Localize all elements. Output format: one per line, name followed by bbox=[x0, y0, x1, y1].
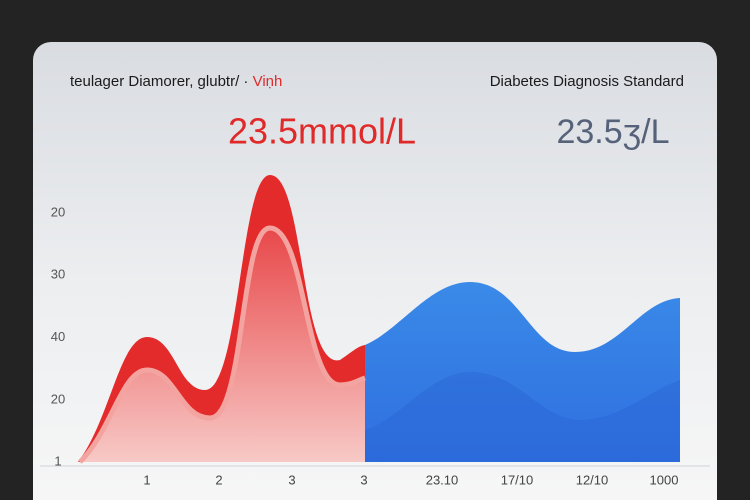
x-label: 12/10 bbox=[576, 472, 609, 487]
right-title: Diabetes Diagnosis Standard bbox=[490, 73, 684, 90]
x-label: 2 bbox=[215, 472, 222, 487]
x-label: 17/10 bbox=[501, 472, 534, 487]
y-label: 40 bbox=[51, 329, 65, 344]
left-reading: 23.5mmol/L bbox=[228, 111, 416, 152]
y-label: 1 bbox=[54, 454, 61, 469]
right-reading: 23.5ʒ/L bbox=[556, 113, 669, 151]
x-label: 3 bbox=[288, 472, 295, 487]
blue-inner-area bbox=[365, 372, 680, 462]
x-label: 1 bbox=[143, 472, 150, 487]
y-label: 20 bbox=[51, 391, 65, 406]
red-line bbox=[78, 225, 366, 464]
left-title: teulager Diamorer, glubtr/ · Viṇh bbox=[70, 73, 282, 90]
x-label: 3 bbox=[360, 472, 367, 487]
red-inner-area bbox=[80, 228, 365, 462]
x-label: 23.10 bbox=[426, 472, 459, 487]
y-label: 20 bbox=[51, 204, 65, 219]
y-label: 30 bbox=[51, 267, 65, 282]
x-label: 1000 bbox=[650, 472, 679, 487]
